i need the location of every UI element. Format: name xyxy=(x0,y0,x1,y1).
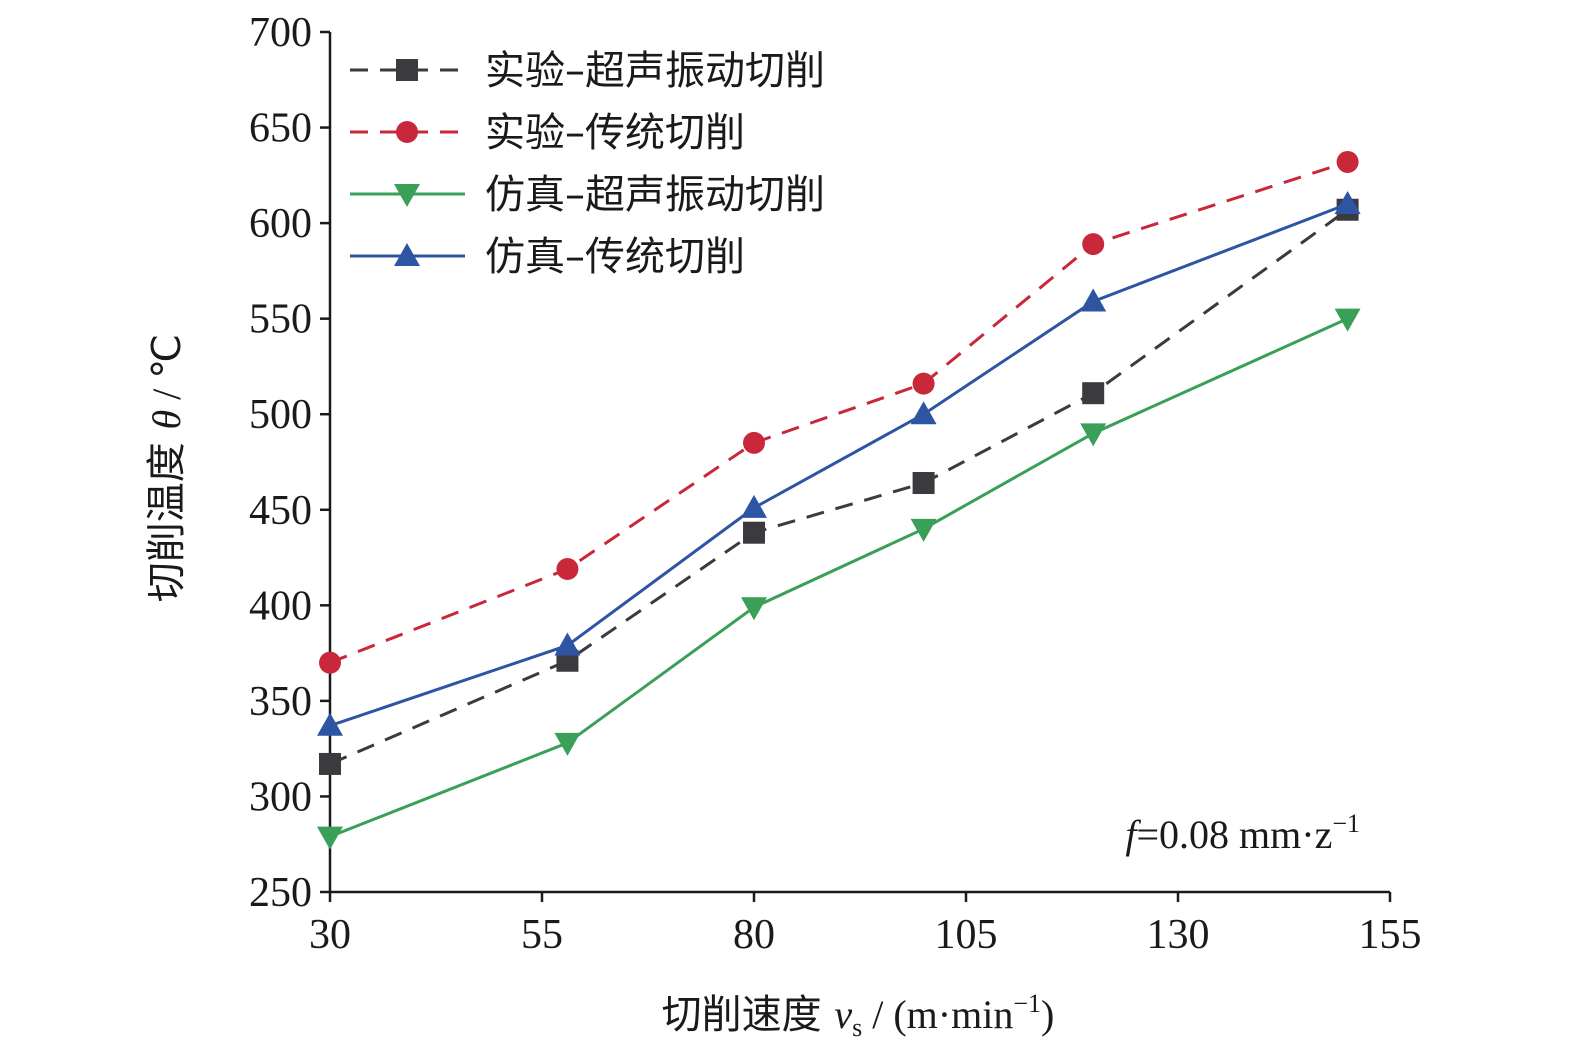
data-point xyxy=(1080,423,1107,447)
axes: 250 300 350 400 450 500 550 600 650 700 30 55 80 105 1… xyxy=(249,10,1422,958)
y-axis-title-prefix: 切削温度 xyxy=(144,429,190,602)
x-tick-label: 30 xyxy=(309,912,351,958)
series-4 xyxy=(317,191,1361,736)
legend-entry-4: 仿真–传统切削 xyxy=(350,234,745,280)
data-point xyxy=(741,597,767,621)
y-axis-title-unit: / ℃ xyxy=(144,334,189,410)
x-axis-title-sub: s xyxy=(852,1013,862,1042)
y-axis-title-var: θ xyxy=(144,410,189,430)
series-1 xyxy=(319,198,1359,775)
y-tick-label: 350 xyxy=(249,679,312,725)
y-tick-label: 700 xyxy=(249,10,312,56)
x-axis-title-prefix: 切削速度 xyxy=(662,992,835,1038)
data-point xyxy=(319,752,341,775)
data-point xyxy=(1080,288,1107,312)
data-point xyxy=(1334,308,1361,332)
data-point xyxy=(912,372,935,395)
data-point xyxy=(317,712,343,736)
y-tick-label: 550 xyxy=(249,297,312,343)
legend-label: 实验–超声振动切削 xyxy=(485,48,825,94)
data-point xyxy=(910,401,937,425)
x-axis-title-close: ) xyxy=(1041,992,1054,1037)
data-point xyxy=(741,494,767,518)
series-3 xyxy=(317,308,1361,850)
data-point xyxy=(554,732,581,756)
x-tick-label: 55 xyxy=(521,912,563,958)
legend-entry-2: 实验–传统切削 xyxy=(350,110,745,156)
y-tick-label: 650 xyxy=(249,106,312,152)
series-2 xyxy=(319,150,1359,674)
data-point xyxy=(317,826,343,850)
x-axis-title-unit: / (m·min xyxy=(862,992,1013,1037)
annotation-text: =0.08 mm·z xyxy=(1136,812,1332,857)
data-point xyxy=(1082,382,1105,405)
data-point xyxy=(743,521,765,544)
series-line xyxy=(329,202,1349,728)
legend-marker xyxy=(394,184,420,207)
series-line xyxy=(329,208,1349,766)
data-point xyxy=(1334,191,1361,214)
x-axis-title: 切削速度 vs / (m·min−1) xyxy=(662,989,1055,1042)
y-tick-label: 450 xyxy=(249,488,312,534)
legend-entry-1: 实验–超声振动切削 xyxy=(350,48,825,94)
y-tick-label: 300 xyxy=(249,774,312,820)
x-tick-label: 130 xyxy=(1147,912,1210,958)
legend-marker xyxy=(396,59,418,81)
x-tick-label: 80 xyxy=(733,912,775,958)
legend-marker xyxy=(394,243,420,266)
data-point xyxy=(910,518,937,542)
data-point xyxy=(319,651,341,674)
data-point xyxy=(743,431,765,454)
x-tick-label: 155 xyxy=(1359,912,1422,958)
legend-entry-3: 仿真–超声振动切削 xyxy=(350,172,825,218)
data-point xyxy=(1336,150,1359,173)
legend-label: 仿真–传统切削 xyxy=(485,234,745,280)
series-layer xyxy=(317,150,1361,850)
x-tick-label: 105 xyxy=(935,912,998,958)
legend-label: 实验–传统切削 xyxy=(485,110,745,156)
legend-label: 仿真–超声振动切削 xyxy=(485,172,825,218)
legend-marker xyxy=(396,121,418,143)
y-tick-label: 400 xyxy=(249,583,312,629)
annotation-feed: f=0.08 mm·z−1 xyxy=(1125,809,1360,857)
y-axis-title: 切削温度 θ / ℃ xyxy=(144,334,190,602)
y-tick-label: 250 xyxy=(249,870,312,916)
series-line xyxy=(329,317,1349,838)
y-tick-label: 500 xyxy=(249,392,312,438)
data-point xyxy=(912,472,935,495)
annotation-sup: −1 xyxy=(1332,809,1360,838)
y-tick-label: 600 xyxy=(249,201,312,247)
series-line xyxy=(329,160,1349,665)
x-axis-title-var: v xyxy=(834,992,852,1037)
x-axis-title-sup: −1 xyxy=(1013,989,1041,1018)
data-point xyxy=(556,558,579,581)
data-point xyxy=(1082,233,1105,256)
data-point xyxy=(554,632,581,656)
